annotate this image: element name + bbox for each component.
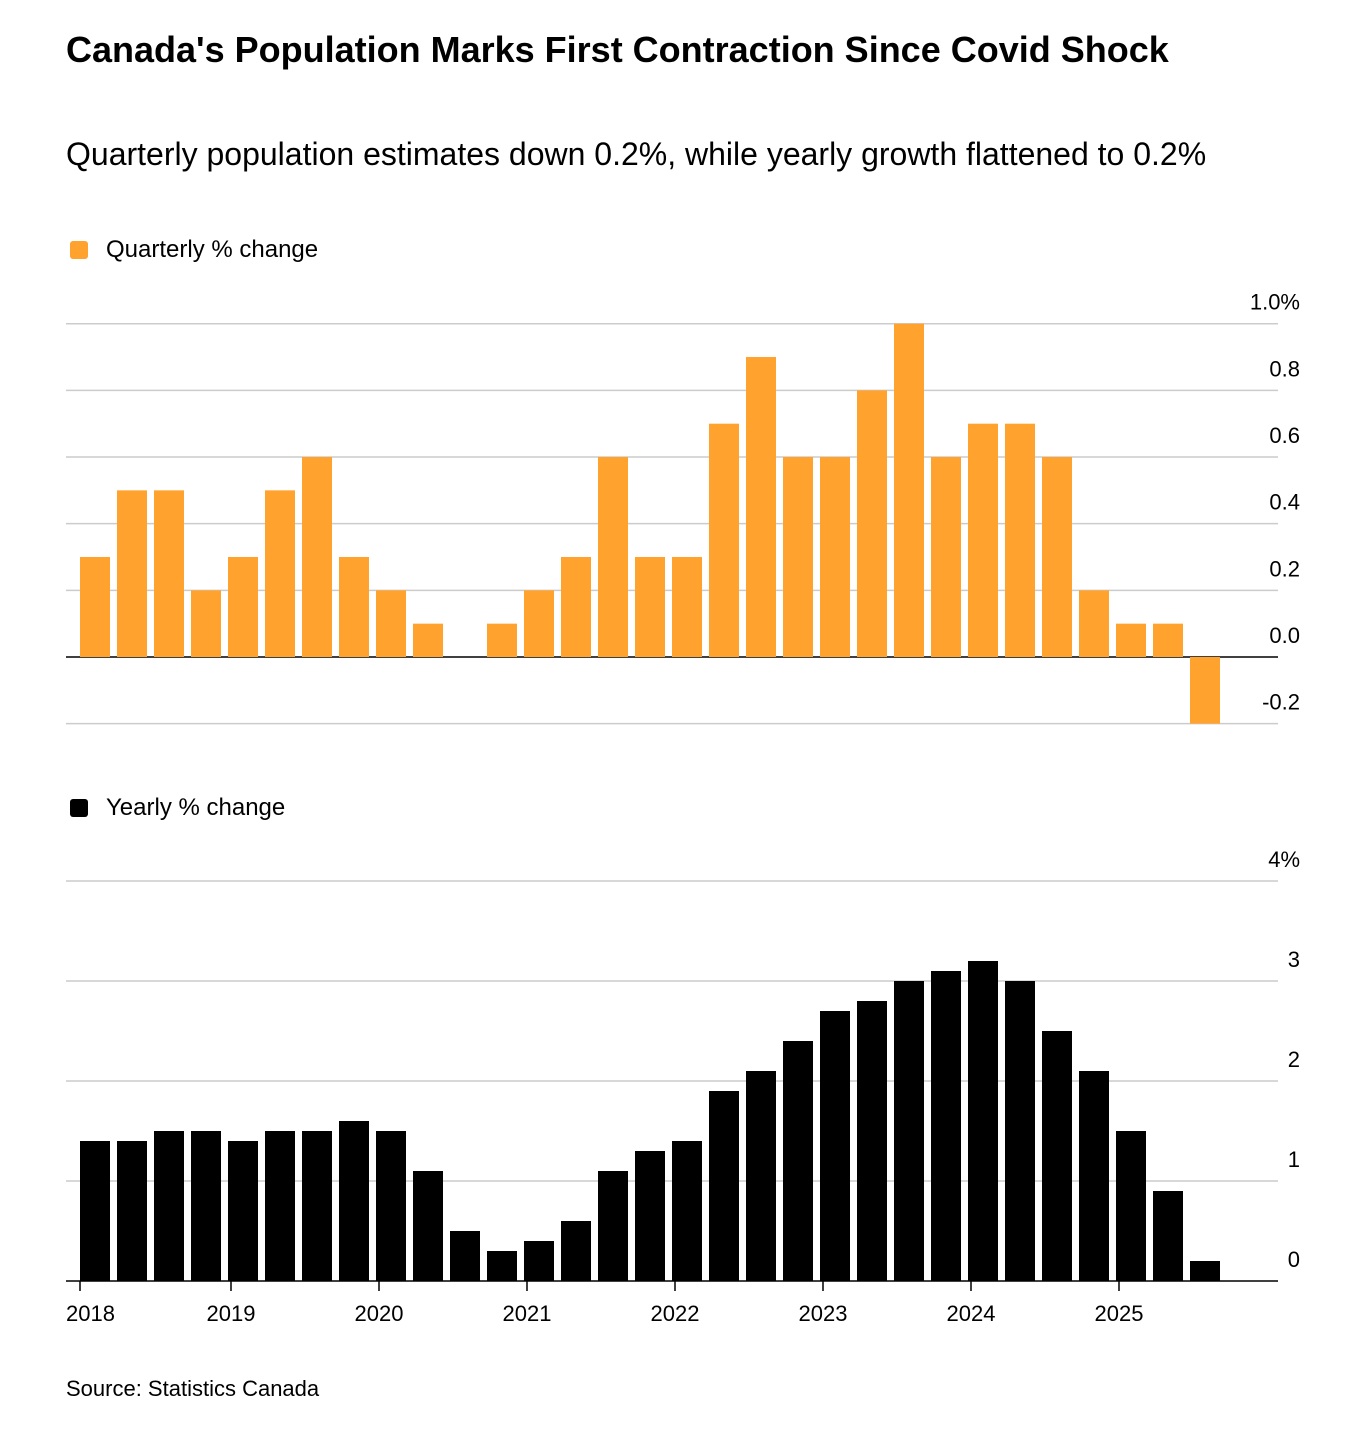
bar: [302, 457, 332, 657]
bar: [1116, 1131, 1146, 1281]
bar: [339, 557, 369, 657]
bar: [413, 1171, 443, 1281]
bar: [857, 1001, 887, 1281]
bar: [672, 557, 702, 657]
y-tick-label: 0.2: [1269, 556, 1300, 581]
bar: [154, 1131, 184, 1281]
bar: [783, 1041, 813, 1281]
y-tick-label: 3: [1288, 947, 1300, 972]
bar: [672, 1141, 702, 1281]
bar: [450, 1231, 480, 1281]
y-tick-label: 1.0%: [1250, 290, 1300, 315]
bar: [857, 390, 887, 657]
y-tick-label: 0.6: [1269, 423, 1300, 448]
bar: [894, 981, 924, 1281]
bar: [376, 590, 406, 657]
bar: [598, 457, 628, 657]
bar: [339, 1121, 369, 1281]
bar: [524, 590, 554, 657]
bar: [80, 1141, 110, 1281]
bar: [302, 1131, 332, 1281]
bar: [376, 1131, 406, 1281]
bar: [1153, 623, 1183, 657]
legend-swatch-black: [70, 799, 88, 817]
y-tick-label: 2: [1288, 1047, 1300, 1072]
bar: [80, 557, 110, 657]
bar: [968, 961, 998, 1281]
bar: [1079, 590, 1109, 657]
bar: [746, 357, 776, 657]
bar: [487, 1251, 517, 1281]
legend-swatch-orange: [70, 241, 88, 259]
bar: [1005, 423, 1035, 657]
bar: [1005, 981, 1035, 1281]
bar: [820, 457, 850, 657]
bar: [487, 623, 517, 657]
bar: [635, 1151, 665, 1281]
bar: [783, 457, 813, 657]
bar: [524, 1241, 554, 1281]
x-tick-label: 2023: [799, 1301, 848, 1326]
bar: [561, 557, 591, 657]
x-tick-label: 2025: [1095, 1301, 1144, 1326]
bar: [191, 590, 221, 657]
bar: [598, 1171, 628, 1281]
bar: [117, 1141, 147, 1281]
bar: [820, 1011, 850, 1281]
bar: [191, 1131, 221, 1281]
chart-subtitle: Quarterly population estimates down 0.2%…: [66, 136, 1207, 172]
x-tick-label: 2019: [207, 1301, 256, 1326]
bar: [561, 1221, 591, 1281]
bar: [228, 1141, 258, 1281]
bar: [117, 490, 147, 657]
bar: [709, 1091, 739, 1281]
bar: [709, 423, 739, 657]
legend-yearly: Yearly % change: [70, 794, 285, 822]
bar: [931, 971, 961, 1281]
bar: [1116, 623, 1146, 657]
x-tick-label: 2022: [651, 1301, 700, 1326]
x-tick-label: 2024: [947, 1301, 996, 1326]
bar: [1190, 657, 1220, 724]
y-tick-label: 0.0: [1269, 623, 1300, 648]
bar: [265, 490, 295, 657]
bar: [635, 557, 665, 657]
bar: [228, 557, 258, 657]
bar: [1190, 1261, 1220, 1281]
x-tick-label: 2021: [503, 1301, 552, 1326]
bar: [413, 623, 443, 657]
bar: [746, 1071, 776, 1281]
y-tick-label: 0: [1288, 1247, 1300, 1272]
x-tick-label: 2018: [66, 1301, 115, 1326]
y-tick-label: -0.2: [1262, 690, 1300, 715]
source-note: Source: Statistics Canada: [66, 1376, 320, 1401]
bar: [894, 323, 924, 657]
bar: [968, 423, 998, 657]
bar: [1079, 1071, 1109, 1281]
bar: [1042, 1031, 1072, 1281]
x-tick-label: 2020: [355, 1301, 404, 1326]
y-tick-label: 0.4: [1269, 490, 1300, 515]
bar: [1153, 1191, 1183, 1281]
legend-label: Yearly % change: [106, 794, 286, 821]
bar: [931, 457, 961, 657]
legend-quarterly: Quarterly % change: [70, 236, 318, 264]
y-tick-label: 4%: [1268, 847, 1300, 872]
legend-label: Quarterly % change: [106, 236, 319, 263]
y-tick-label: 0.8: [1269, 356, 1300, 381]
y-tick-label: 1: [1288, 1147, 1300, 1172]
bar: [265, 1131, 295, 1281]
chart-title: Canada's Population Marks First Contract…: [66, 29, 1169, 70]
bar: [154, 490, 184, 657]
bar: [1042, 457, 1072, 657]
